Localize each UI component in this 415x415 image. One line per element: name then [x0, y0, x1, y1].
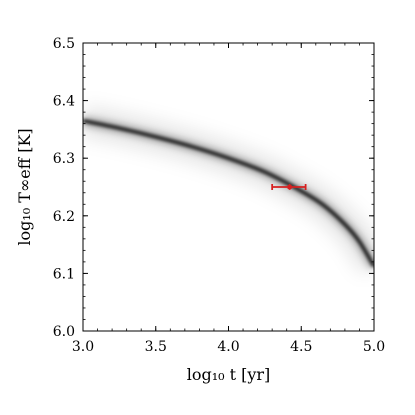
y-tick-label: 6.1 [53, 266, 75, 282]
x-axis-label: log₁₀ t [yr] [187, 365, 271, 384]
y-axis-ticks: 6.0 6.1 6.2 6.3 6.4 6.5 [53, 36, 374, 340]
y-tick-label: 6.5 [53, 36, 75, 52]
x-tick-label: 4.5 [290, 339, 312, 355]
y-tick-label: 6.4 [53, 94, 75, 110]
x-tick-label: 3.0 [72, 339, 94, 355]
y-tick-label: 6.2 [53, 209, 75, 225]
plot-area [83, 43, 374, 331]
measurement-point [271, 184, 307, 190]
x-tick-label: 3.5 [145, 339, 167, 355]
x-tick-label: 4.0 [217, 339, 239, 355]
y-tick-label: 6.3 [53, 151, 75, 167]
x-axis-ticks: 3.0 3.5 4.0 4.5 5.0 [72, 43, 385, 355]
density-ridge [83, 118, 374, 268]
y-axis-label: log₁₀ T∞eff [K] [15, 128, 34, 245]
y-tick-label: 6.0 [53, 324, 75, 340]
density-heatmap [83, 106, 374, 275]
plot-frame [82, 42, 375, 332]
measurement-marker [287, 185, 292, 189]
x-tick-label: 5.0 [363, 339, 385, 355]
